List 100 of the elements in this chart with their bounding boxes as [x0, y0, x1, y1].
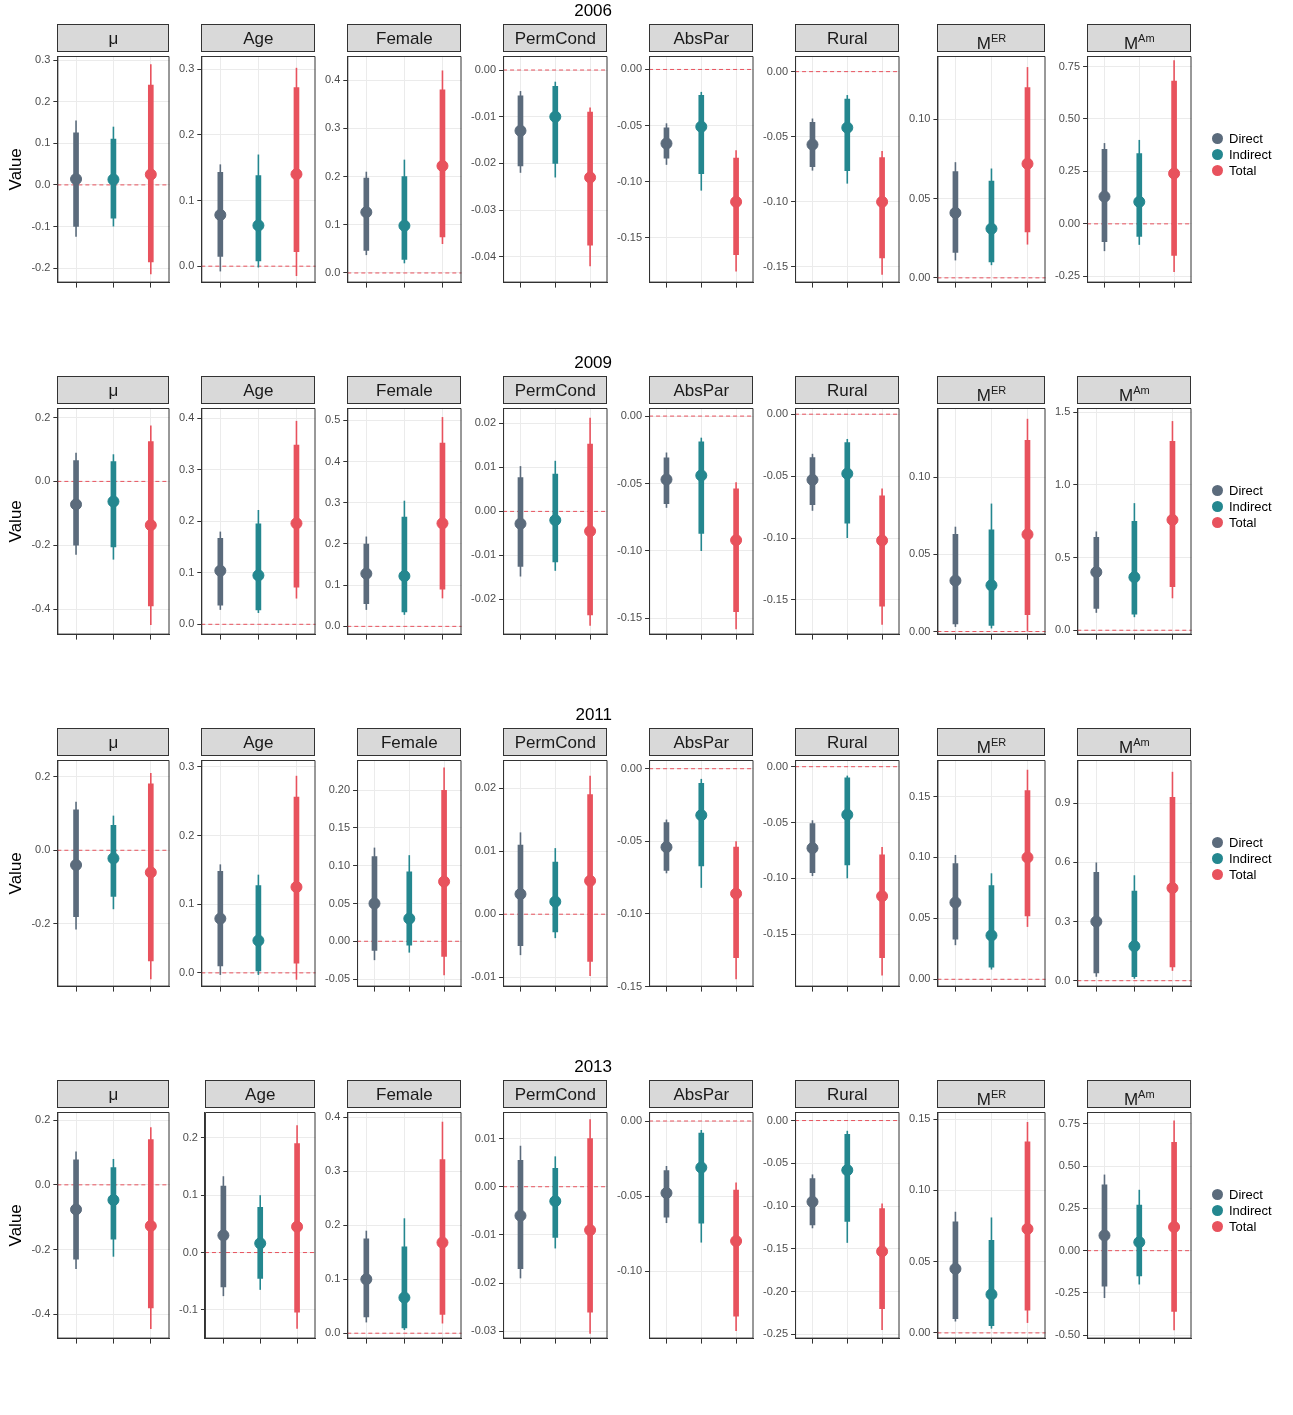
chart-subtitle: 2013 — [573, 1056, 613, 1078]
y-tick-label: 0.0 — [178, 617, 195, 630]
y-tick-label: 0.2 — [324, 169, 341, 182]
y-tick-label: 0.1 — [178, 193, 195, 206]
y-tick-label: 0.3 — [35, 53, 51, 66]
y-tick-label: 0.00 — [328, 934, 351, 947]
y-tick-label: -0.05 — [616, 834, 643, 847]
y-tick-label: 0.2 — [178, 127, 195, 140]
y-tick-label: 0.25 — [1058, 1201, 1081, 1214]
y-tick-label: 0.01 — [474, 460, 497, 473]
chart-title: AbsPar — [649, 728, 754, 756]
y-tick-label: 0.2 — [182, 1130, 198, 1143]
chart-title: M$^{Am}$ — [1077, 728, 1192, 757]
y-tick-label: 0.15 — [908, 1112, 931, 1125]
chart-title: Age — [201, 376, 316, 404]
chart-title: PermCond — [503, 24, 608, 52]
chart-title: Female — [347, 1080, 462, 1108]
y-tick-label: 0.05 — [908, 911, 931, 924]
y-tick-label: 0.3 — [178, 759, 195, 772]
chart-title: Female — [347, 24, 462, 52]
y-tick-label: -0.02 — [470, 156, 497, 169]
y-tick-label: -0.1 — [31, 219, 51, 232]
y-tick-label: 0.00 — [908, 1325, 931, 1338]
y-tick-label: 0.1 — [324, 1272, 341, 1285]
y-tick-label: -0.10 — [762, 194, 789, 207]
y-tick-label: 0.2 — [324, 536, 341, 549]
y-axis-title: Value — [5, 500, 25, 543]
y-tick-label: 0.00 — [474, 907, 497, 920]
y-tick-label: -0.20 — [762, 1284, 789, 1297]
y-tick-label: -0.10 — [616, 1264, 643, 1277]
chart-title: M$^{ER}$ — [937, 728, 1046, 757]
y-tick-label: 0.00 — [908, 270, 931, 283]
y-tick-label: 0.0 — [182, 1245, 198, 1258]
y-tick-label: 0.2 — [178, 828, 195, 841]
legend-label: Indirect — [1229, 146, 1272, 162]
chart-title: AbsPar — [649, 376, 754, 404]
y-tick-label: 0.4 — [324, 73, 341, 86]
y-axis-title: Value — [5, 852, 25, 895]
chart-title: Female — [347, 376, 462, 404]
chart-title: μ — [57, 728, 170, 756]
y-tick-label: 0.3 — [324, 121, 341, 134]
y-tick-label: -0.02 — [470, 592, 497, 605]
chart-subtitle: 2009 — [573, 352, 613, 374]
y-tick-label: 1.0 — [1054, 478, 1071, 491]
chart-title: AbsPar — [649, 24, 754, 52]
legend-label: Indirect — [1229, 498, 1272, 514]
y-tick-label: -0.2 — [31, 538, 51, 551]
y-tick-label: 0.2 — [35, 769, 51, 782]
legend-label: Total — [1229, 162, 1257, 178]
y-tick-label: 0.4 — [324, 454, 341, 467]
y-tick-label: 0.25 — [1058, 164, 1081, 177]
y-tick-label: 0.3 — [1054, 914, 1071, 927]
y-tick-label: 0.0 — [1054, 623, 1071, 636]
y-tick-label: -0.25 — [1054, 1285, 1081, 1298]
y-tick-label: 0.02 — [474, 416, 497, 429]
y-tick-label: 0.1 — [182, 1188, 198, 1201]
y-tick-label: -0.4 — [31, 1307, 51, 1320]
y-tick-label: -0.05 — [762, 129, 789, 142]
legend-label: Total — [1229, 514, 1257, 530]
y-tick-label: -0.05 — [616, 1189, 643, 1202]
y-tick-label: -0.01 — [470, 970, 497, 983]
y-tick-label: 0.01 — [474, 1131, 497, 1144]
y-tick-label: -0.01 — [470, 548, 497, 561]
y-tick-label: 0.05 — [908, 547, 931, 560]
y-tick-label: 0.05 — [908, 1254, 931, 1267]
y-tick-label: -0.01 — [470, 1227, 497, 1240]
chart-title: Rural — [795, 376, 900, 404]
y-tick-label: 0.00 — [766, 407, 789, 420]
y-tick-label: 0.0 — [35, 1177, 51, 1190]
y-tick-label: -0.10 — [616, 544, 643, 557]
y-tick-label: -0.2 — [31, 261, 51, 274]
y-tick-label: 0.4 — [324, 1110, 341, 1123]
legend-label: Direct — [1229, 834, 1263, 850]
y-tick-label: 0.1 — [324, 578, 341, 591]
y-tick-label: 0.10 — [328, 858, 351, 871]
y-tick-label: 0.3 — [178, 62, 195, 75]
chart-title: PermCond — [503, 376, 608, 404]
y-tick-label: 0.0 — [324, 1326, 341, 1339]
y-tick-label: 0.00 — [474, 504, 497, 517]
chart-title: PermCond — [503, 728, 608, 756]
y-tick-label: -0.01 — [470, 109, 497, 122]
chart-title: μ — [57, 24, 170, 52]
y-tick-label: -0.03 — [470, 203, 497, 216]
y-axis-title: Value — [5, 1204, 25, 1247]
y-tick-label: 0.75 — [1058, 59, 1081, 72]
y-tick-label: 0.02 — [474, 781, 497, 794]
y-tick-label: 0.00 — [908, 624, 931, 637]
y-tick-label: 0.10 — [908, 1183, 931, 1196]
y-tick-label: 0.0 — [1054, 973, 1071, 986]
y-tick-label: -0.03 — [470, 1324, 497, 1337]
y-tick-label: 0.0 — [35, 843, 51, 856]
y-tick-label: -0.05 — [762, 469, 789, 482]
y-tick-label: 0.2 — [35, 94, 51, 107]
y-tick-label: -0.15 — [762, 927, 789, 940]
y-tick-label: -0.15 — [616, 230, 643, 243]
y-tick-label: 0.2 — [35, 410, 51, 423]
y-tick-label: 0.0 — [324, 619, 341, 632]
y-tick-label: -0.10 — [762, 871, 789, 884]
y-tick-label: 0.10 — [908, 470, 931, 483]
y-tick-label: 0.00 — [620, 761, 643, 774]
